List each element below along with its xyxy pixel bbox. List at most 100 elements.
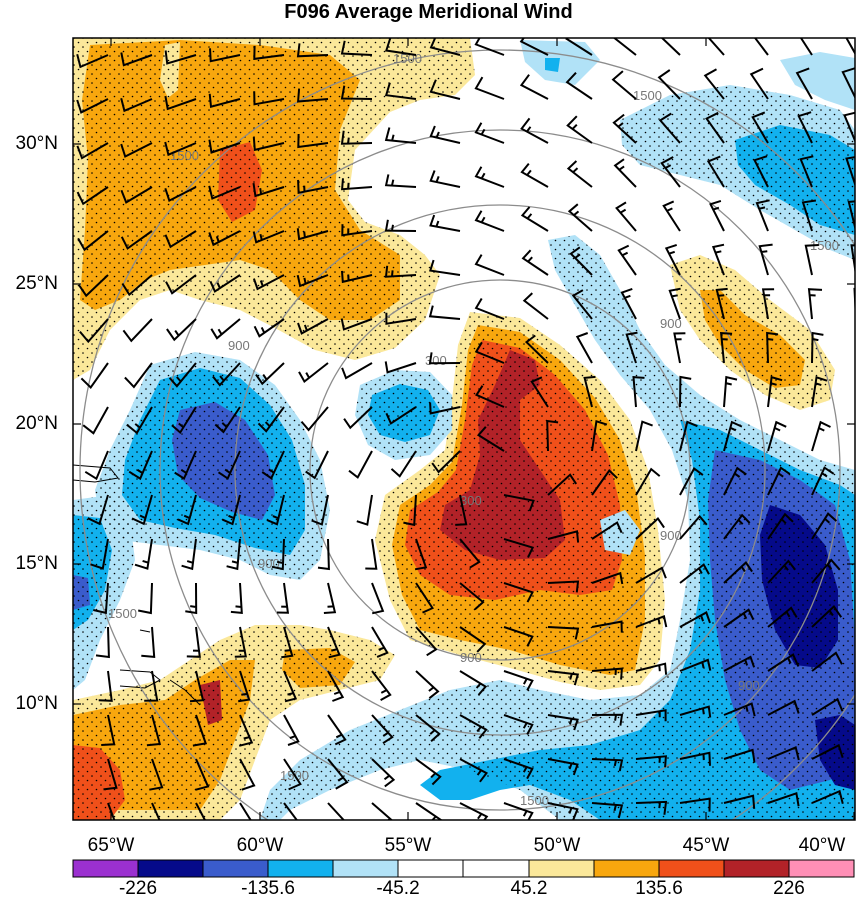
wind-barb xyxy=(758,243,773,276)
contour-label: 1500 xyxy=(170,148,199,163)
wind-barb xyxy=(429,79,461,100)
wind-barb xyxy=(238,670,251,703)
wind-barb xyxy=(93,582,109,615)
wind-barb xyxy=(635,420,653,452)
wind-barb xyxy=(474,341,505,364)
wind-barb xyxy=(124,362,153,389)
wind-barb xyxy=(98,670,113,702)
colorbar-swatch xyxy=(333,860,398,877)
lon-label: 40°W xyxy=(798,835,846,856)
wind-barb xyxy=(519,74,549,100)
wind-barb xyxy=(679,514,708,540)
wind-barb xyxy=(429,125,461,144)
contour-label: 300 xyxy=(460,493,482,508)
wind-barb xyxy=(327,802,345,820)
wind-barb xyxy=(635,516,665,540)
wind-barb xyxy=(76,186,109,206)
wind-barb xyxy=(141,626,156,658)
wind-barb xyxy=(384,82,417,100)
wind-barb xyxy=(567,203,593,232)
wind-barb xyxy=(591,713,624,726)
wind-barb xyxy=(811,420,831,452)
wind-barb xyxy=(547,670,580,686)
wind-barb xyxy=(503,758,534,780)
wind-barb xyxy=(503,802,534,820)
contour-label: 1500 xyxy=(108,606,137,621)
wind-barb xyxy=(296,274,329,288)
wind-barb xyxy=(547,473,578,496)
wind-barb xyxy=(617,244,637,276)
wind-barb xyxy=(214,406,241,434)
wind-barb xyxy=(547,530,580,543)
wind-barb xyxy=(327,758,349,790)
wind-barb xyxy=(711,243,725,276)
wind-barb xyxy=(668,287,681,320)
wind-barb xyxy=(799,155,814,188)
wind-barb xyxy=(390,450,417,478)
wind-barb xyxy=(566,115,593,144)
wind-barb xyxy=(371,758,396,788)
colorbar-label: -135.6 xyxy=(241,878,295,899)
wind-barb xyxy=(164,50,197,65)
contour-label: 900 xyxy=(660,316,682,331)
wind-barb xyxy=(210,318,241,340)
colorbar-swatch xyxy=(789,860,854,877)
lon-label: 65°W xyxy=(87,835,135,856)
wind-barb xyxy=(811,512,838,540)
wind-barb xyxy=(195,802,207,820)
wind-barb xyxy=(101,714,116,746)
wind-barb xyxy=(522,292,549,320)
lat-label: 15°N xyxy=(15,553,58,574)
wind-barb xyxy=(384,219,417,232)
wind-barb xyxy=(459,582,485,611)
wind-barb xyxy=(252,230,285,244)
wind-barb xyxy=(767,746,800,761)
wind-barb xyxy=(149,758,164,791)
wind-barb xyxy=(723,513,751,540)
wind-barb xyxy=(565,38,593,56)
wind-barb xyxy=(120,97,153,113)
wind-barb xyxy=(120,52,153,67)
wind-barb xyxy=(615,201,637,232)
wind-barb xyxy=(239,758,256,791)
wind-barb xyxy=(679,563,710,584)
wind-barb xyxy=(811,743,844,760)
wind-barb xyxy=(767,699,800,716)
wind-barb xyxy=(524,334,549,364)
wind-barb xyxy=(76,98,109,114)
contour-label: 900 xyxy=(738,678,760,693)
lat-label: 25°N xyxy=(15,273,58,294)
wind-barb xyxy=(635,662,668,675)
wind-barb xyxy=(384,38,417,56)
wind-barb xyxy=(208,93,241,108)
wind-barb xyxy=(459,626,487,653)
colorbar-swatch xyxy=(724,860,789,877)
wind-barb xyxy=(795,67,813,100)
wind-barb xyxy=(566,160,593,188)
wind-barb xyxy=(95,626,110,659)
wind-barb xyxy=(371,626,389,658)
wind-barb xyxy=(797,111,813,144)
wind-barb xyxy=(128,450,153,481)
contour-label: 900 xyxy=(258,556,280,571)
wind-barb xyxy=(234,626,248,658)
wind-barb xyxy=(520,117,549,144)
wind-barb xyxy=(547,802,579,820)
wind-barb xyxy=(547,758,579,776)
wind-barb xyxy=(84,450,109,481)
wind-barb xyxy=(807,288,823,320)
wind-barb xyxy=(340,40,373,56)
wind-barb xyxy=(766,331,779,364)
wind-barb xyxy=(503,714,534,735)
wind-barb xyxy=(428,352,461,365)
wind-barb xyxy=(620,287,637,320)
wind-barb xyxy=(296,228,329,241)
wind-barb xyxy=(283,802,298,820)
wind-barb xyxy=(658,112,681,144)
wind-barb xyxy=(90,538,109,570)
wind-barb xyxy=(341,224,373,237)
wind-barb xyxy=(679,751,711,766)
wind-barb xyxy=(673,332,686,364)
wind-barb xyxy=(428,259,461,276)
wind-barb xyxy=(591,571,624,585)
